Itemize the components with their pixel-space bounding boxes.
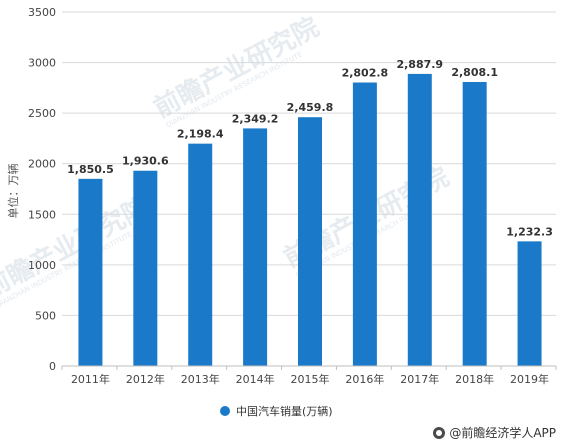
x-tick-label: 2016年 [345,372,384,386]
bar [188,143,213,366]
credit-text: @前瞻经济学人APP [449,426,556,440]
data-label: 1,850.5 [67,163,114,176]
x-tick-label: 2013年 [181,372,220,386]
brand-logo-icon [433,426,446,439]
y-tick-label: 3000 [28,57,56,70]
data-label: 2,459.8 [287,101,334,114]
data-label: 2,887.9 [396,58,443,71]
bars [78,73,542,367]
x-tick-label: 2018年 [455,372,494,386]
bar [352,82,377,367]
x-tick-label: 2019年 [510,372,549,386]
data-label: 2,802.8 [342,67,389,80]
data-label: 2,349.2 [232,112,279,125]
data-label: 1,232.3 [506,225,553,238]
y-tick-label: 1500 [28,208,56,221]
y-axis-ticks: 0 500 1000 1500 2000 2500 3000 3500 [28,6,56,373]
legend-marker [220,406,230,416]
y-tick-label: 2000 [28,158,56,171]
y-tick-label: 1000 [28,259,56,272]
data-label: 1,930.6 [122,155,169,168]
bar [298,117,322,366]
x-tick-label: 2012年 [126,372,165,386]
data-labels: 1,850.5 1,930.6 2,198.4 2,349.2 2,459.8 2,802… [67,58,553,238]
bar [78,178,103,366]
bar [243,128,268,366]
legend-label: 中国汽车销量(万辆) [236,404,333,418]
y-tick-label: 500 [35,309,56,322]
x-tick-label: 2015年 [291,372,330,386]
x-tick-label: 2017年 [400,372,439,386]
credit: @前瞻经济学人APP [433,424,556,441]
bar [133,170,158,366]
bar [407,73,432,366]
x-tick-label: 2014年 [236,372,275,386]
x-tick-label: 2011年 [71,372,110,386]
data-label: 2,198.4 [177,128,224,141]
data-label: 2,808.1 [451,66,498,79]
y-tick-label: 0 [49,360,56,373]
y-axis-title: 单位：万辆 [6,164,20,219]
y-tick-label: 3500 [28,6,56,19]
y-tick-label: 2500 [28,107,56,120]
x-axis-ticks: 2011年 2012年 2013年 2014年 2015年 2016年 2017年 2018年… [61,366,557,386]
bar [462,81,487,366]
bar [517,241,542,366]
legend[interactable]: 中国汽车销量(万辆) [220,404,333,418]
